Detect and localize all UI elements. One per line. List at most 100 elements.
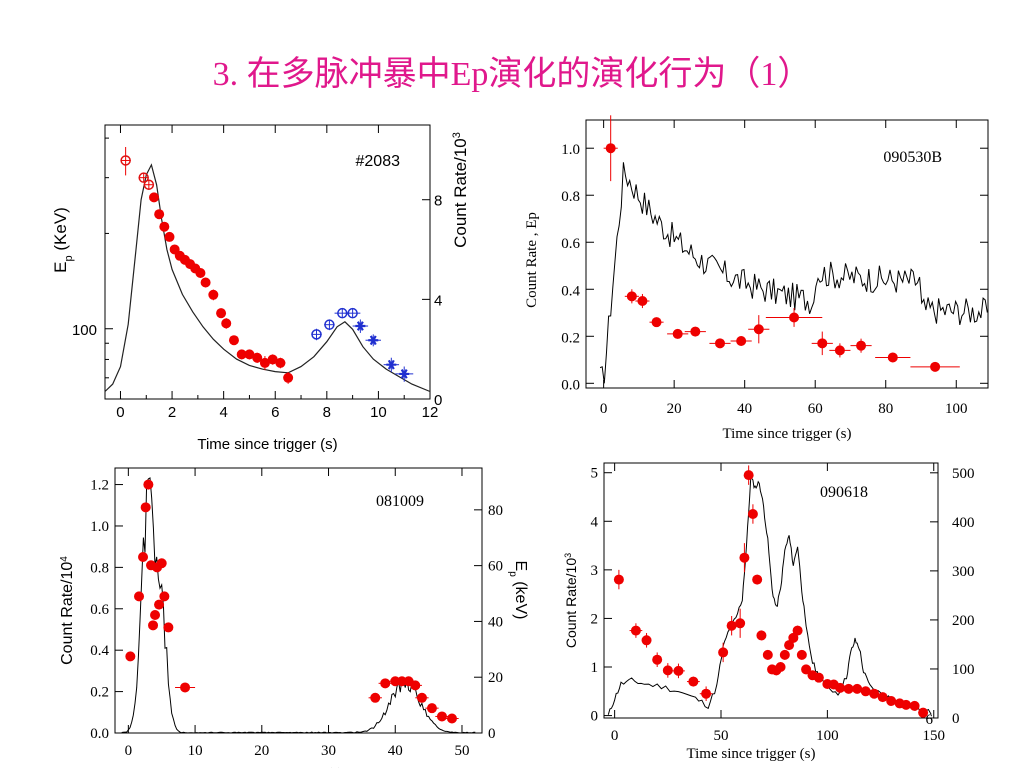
- x-tick-label: 0: [600, 401, 608, 417]
- burst-id-label: #2083: [356, 153, 401, 170]
- data-point: [236, 349, 247, 360]
- data-point: [796, 649, 807, 660]
- data-point: [856, 340, 867, 351]
- y2-tick-label: 4: [434, 292, 442, 309]
- y2-axis-label: Count Rate/103: [451, 132, 470, 248]
- y-tick-label: 0.6: [561, 236, 580, 252]
- y2-tick-label: 0: [488, 726, 496, 742]
- data-point: [154, 599, 165, 610]
- data-point: [208, 289, 219, 300]
- y-tick-label: 0.2: [561, 330, 580, 346]
- y-tick-label: 100: [72, 322, 97, 339]
- x-tick-label: 10: [370, 404, 387, 421]
- data-point: [143, 479, 154, 490]
- y2-tick-label: 80: [488, 503, 503, 519]
- data-point: [886, 696, 897, 706]
- x-tick-label: 40: [388, 743, 403, 759]
- x-tick-label: 30: [321, 743, 336, 759]
- data-point: [156, 558, 167, 569]
- data-point: [779, 649, 790, 660]
- data-point: [651, 317, 662, 328]
- chart-090530b: 0 20 40 60 80 100 0.0 0.2 0.4 0.6 0.8 1.0 090530B Tim…: [524, 115, 989, 442]
- data-point: [835, 682, 846, 693]
- data-point: [410, 680, 421, 691]
- y-tick-label: 0.0: [561, 377, 580, 393]
- data-point: [228, 335, 239, 346]
- data-point: [259, 357, 270, 368]
- y-tick-label: 0.8: [561, 189, 580, 205]
- data-point: [138, 552, 149, 563]
- data-point: [715, 338, 725, 349]
- data-point: [789, 312, 800, 323]
- y2-tick-label: 300: [952, 564, 975, 580]
- data-point: [690, 326, 701, 337]
- x-tick-label: 150: [922, 728, 945, 744]
- y2-tick-label: 0: [952, 711, 960, 727]
- data-point: [154, 209, 165, 220]
- data-point: [869, 688, 880, 699]
- data-point: [416, 692, 427, 703]
- data-point: [252, 352, 263, 363]
- data-point: [843, 683, 854, 694]
- data-point: [834, 345, 845, 356]
- data-point: [605, 143, 616, 154]
- y2-tick-label: 40: [488, 614, 503, 630]
- data-point: [630, 625, 641, 636]
- y2-tick-label: 400: [952, 515, 975, 531]
- y2-tick-label: 0: [434, 392, 442, 409]
- data-point: [784, 640, 795, 651]
- y-axis-label: Count Rate/104: [59, 556, 77, 665]
- light-curve: [607, 474, 932, 715]
- data-point: [743, 470, 754, 481]
- y2-tick-label: 20: [488, 670, 503, 686]
- data-point: [662, 665, 673, 676]
- y-tick-label: 1.0: [90, 519, 109, 535]
- y-axis-label: Count Rate/103: [563, 553, 579, 648]
- data-point: [673, 665, 684, 676]
- x-tick-label: 10: [188, 743, 203, 759]
- data-point: [163, 622, 174, 633]
- burst-id-label: 090618: [820, 484, 868, 501]
- data-point: [399, 369, 410, 379]
- y2-tick-label: 60: [488, 559, 503, 575]
- data-point: [756, 630, 767, 641]
- data-point: [901, 699, 912, 710]
- data-point: [426, 703, 437, 714]
- data-point: [221, 318, 232, 329]
- data-point: [143, 179, 155, 190]
- data-point: [347, 307, 358, 319]
- y-tick-label: 0.4: [561, 283, 580, 299]
- data-point: [195, 267, 206, 278]
- data-point: [370, 692, 381, 703]
- y-tick-label: 3: [591, 563, 599, 579]
- y-tick-label: 4: [591, 514, 599, 530]
- data-point: [275, 357, 286, 368]
- data-point: [159, 221, 170, 232]
- data-point: [701, 688, 712, 699]
- data-point: [626, 291, 637, 302]
- x-tick-label: 6: [271, 404, 279, 421]
- y-tick-label: 5: [591, 466, 599, 482]
- chart-2083: 0 2 4 6 8 10 12 100 0 4 8 #2083 Time since trigger (…: [51, 124, 470, 453]
- y-tick-label: 0.0: [90, 726, 109, 742]
- data-point: [887, 352, 898, 363]
- data-point: [368, 335, 379, 346]
- x-tick-label: 100: [945, 401, 968, 417]
- data-point: [817, 338, 828, 349]
- data-point: [788, 632, 799, 643]
- x-tick-label: 2: [168, 404, 176, 421]
- data-point: [813, 672, 824, 683]
- x-tick-label: 0: [125, 743, 133, 759]
- x-tick-label: 100: [816, 728, 839, 744]
- x-tick-label: 80: [878, 401, 893, 417]
- x-axis-label: Time since trigger (s): [686, 746, 815, 762]
- plot-frame: [104, 124, 431, 400]
- x-axis-label: Time since trigger (s): [214, 766, 343, 768]
- data-point: [148, 620, 159, 631]
- data-point: [138, 172, 149, 183]
- data-point: [200, 277, 211, 288]
- y2-tick-label: 8: [434, 193, 442, 210]
- data-point: [311, 329, 322, 340]
- y-tick-label: 1.0: [561, 142, 580, 158]
- data-point: [752, 574, 763, 585]
